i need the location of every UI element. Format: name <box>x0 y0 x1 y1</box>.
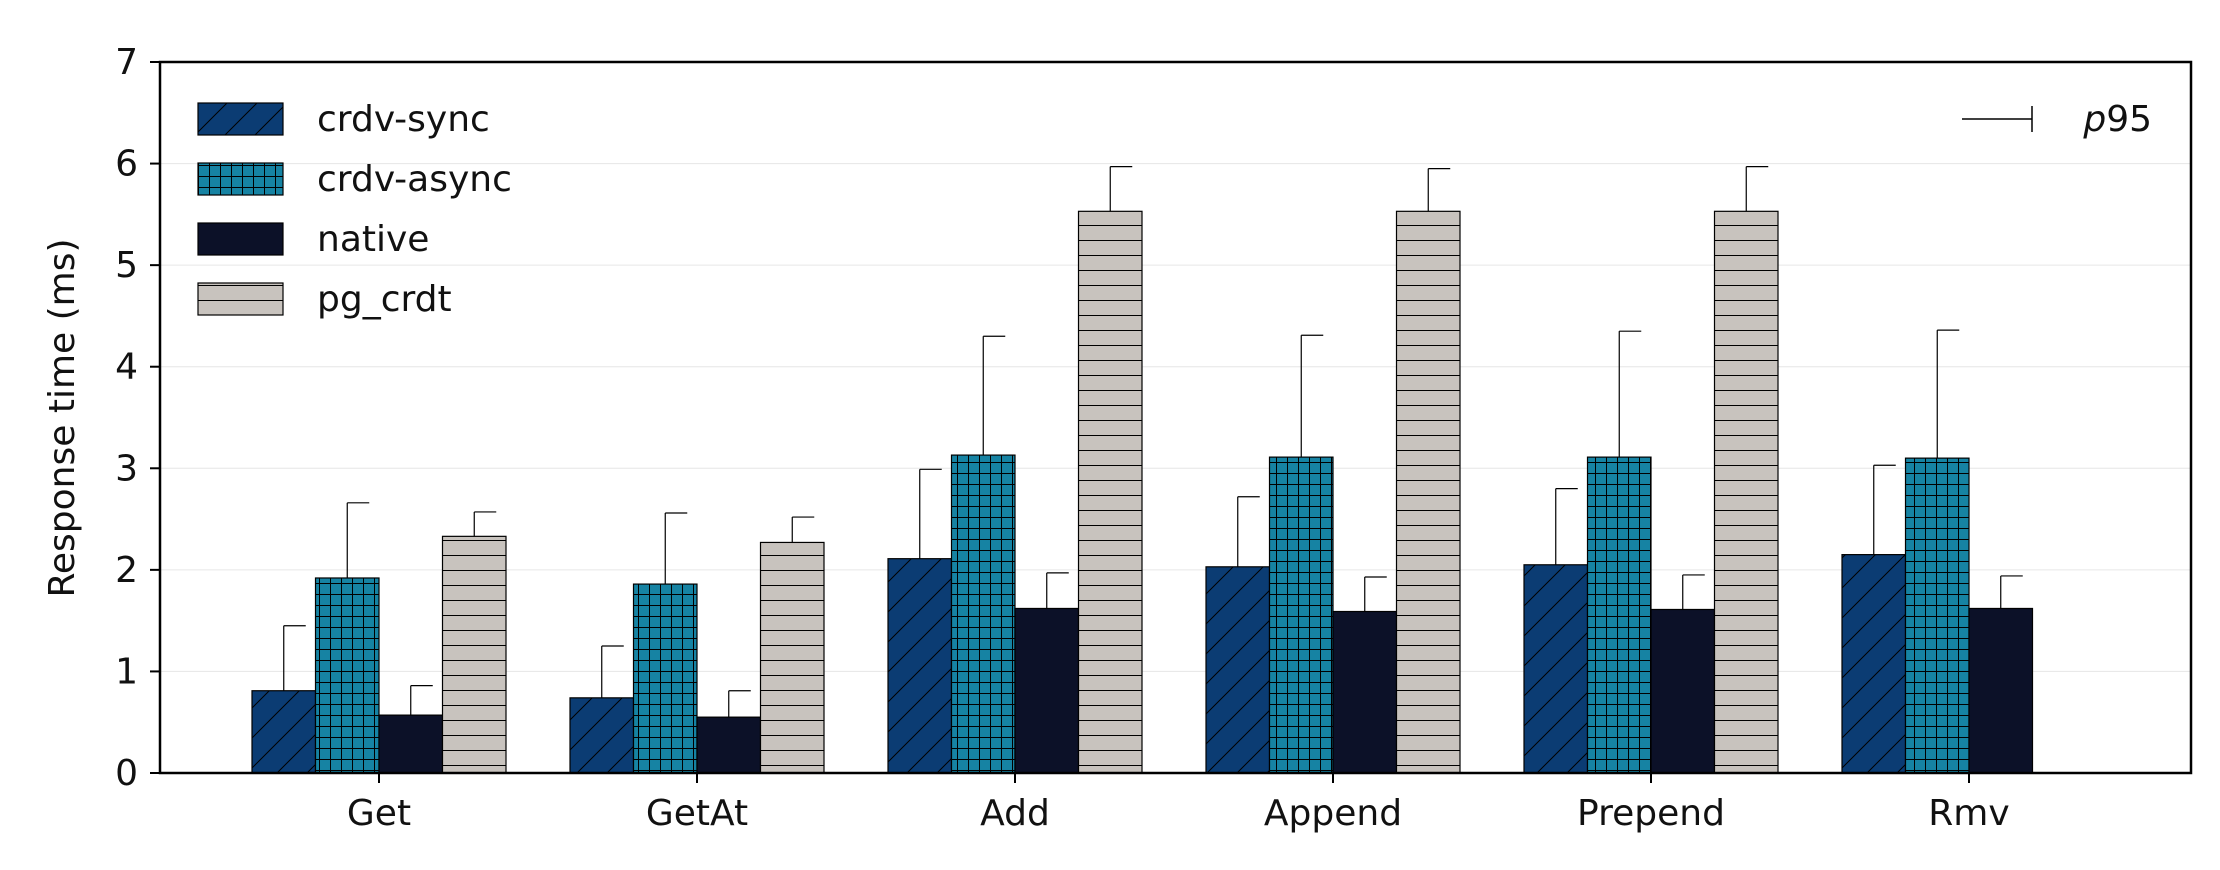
y-tick-label: 7 <box>115 42 138 83</box>
x-tick-label: Prepend <box>1577 793 1725 834</box>
bars <box>251 210 2034 774</box>
bar-hatch <box>1269 457 1333 773</box>
p95-legend-prefix: p <box>2082 99 2106 140</box>
bar-hatch <box>315 577 379 773</box>
legend-label-crdv-async: crdv-async <box>317 159 512 200</box>
legend-swatch-outline <box>197 282 284 316</box>
bar-hatch <box>951 455 1015 773</box>
y-tick-label: 3 <box>115 448 138 489</box>
plot-frame <box>158 60 2193 775</box>
bar-hatch <box>442 536 506 773</box>
bar-hatch <box>1842 554 1906 773</box>
x-tick-label: Get <box>347 793 411 834</box>
bar-native-Get <box>379 715 443 773</box>
bar-hatch <box>570 697 634 773</box>
bar-hatch <box>633 584 697 773</box>
x-axis: Get GetAt Add Append Prepend Rmv <box>347 773 2010 834</box>
y-tick-label: 0 <box>115 753 138 794</box>
bar-hatch <box>1396 211 1460 773</box>
legend-label-pg_crdt: pg_crdt <box>317 279 452 320</box>
x-tick-label: GetAt <box>646 793 748 834</box>
p95-legend-label: p95 <box>2082 99 2152 140</box>
x-tick-label: Add <box>980 793 1050 834</box>
p95-errorbars <box>283 166 2023 718</box>
legend-swatch-outline <box>197 222 284 256</box>
y-tick-label: 2 <box>115 550 138 591</box>
bar-hatch <box>888 558 952 773</box>
bar-native-Add <box>1015 608 1079 773</box>
y-tick-label: 1 <box>115 651 138 692</box>
bar-native-Rmv <box>1969 608 2033 773</box>
y-tick-label: 6 <box>115 144 138 185</box>
bar-hatch <box>1714 211 1778 773</box>
legend-swatch-hatch <box>198 163 283 195</box>
bar-native-GetAt <box>697 717 761 773</box>
legend-label-crdv-sync: crdv-sync <box>317 99 490 140</box>
legend-swatch-native <box>198 223 283 255</box>
bar-hatch <box>252 690 316 773</box>
y-axis: 0 1 2 3 4 5 6 7 <box>115 42 160 794</box>
legend-swatch-outline <box>197 102 284 136</box>
y-axis-title: Response time (ms) <box>42 238 83 597</box>
p95-legend-suffix: 95 <box>2106 99 2152 140</box>
legend-label-native: native <box>317 219 429 260</box>
x-tick-label: Append <box>1264 793 1402 834</box>
bar-native-Append <box>1333 611 1397 773</box>
bar-native-Prepend <box>1651 609 1715 773</box>
bar-hatch <box>1905 458 1969 773</box>
bar-hatch <box>760 542 824 773</box>
bar-hatch <box>1524 564 1588 773</box>
legend: crdv-sync crdv-async native pg_crdt <box>197 99 512 320</box>
y-tick-label: 5 <box>115 245 138 286</box>
bar-hatch <box>1587 457 1651 773</box>
legend-swatch-hatch <box>198 283 283 315</box>
bar-hatch <box>1206 566 1270 773</box>
x-tick-label: Rmv <box>1928 793 2009 834</box>
bar-hatch <box>1078 211 1142 773</box>
y-tick-label: 4 <box>115 347 138 388</box>
legend-swatch-outline <box>197 162 284 196</box>
p95-legend: p95 <box>1962 99 2152 140</box>
legend-swatch-hatch <box>198 103 283 135</box>
